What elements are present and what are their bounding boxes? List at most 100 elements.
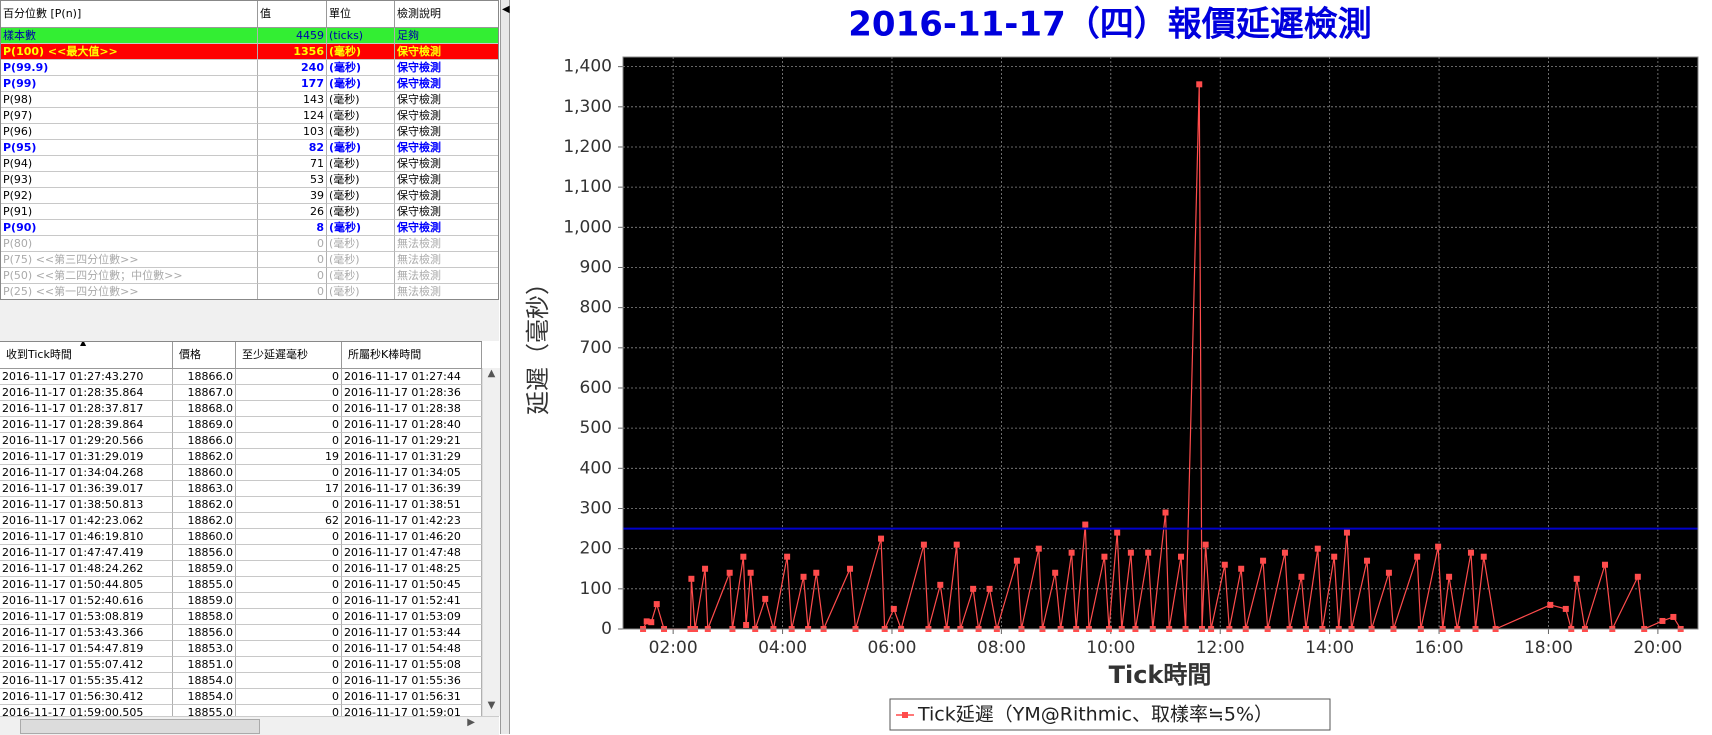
table-cell: 18866.0 [173,433,236,449]
table-cell: 2016-11-17 01:54:48 [342,641,482,657]
point [1114,529,1121,536]
x-tick-label: 18:00 [1524,638,1573,658]
point [661,626,668,632]
point [740,553,747,560]
point [1013,557,1020,564]
point [1039,626,1046,632]
table-cell: 2016-11-17 01:52:40.616 [0,593,173,609]
table-cell: 0 [236,657,342,673]
point [1182,626,1189,632]
point [702,565,709,572]
table-cell: 103 [258,124,327,140]
header-cell[interactable]: 所屬秒K棒時間 [342,342,482,369]
table-cell: (毫秒) [327,220,395,236]
table-cell: 2016-11-17 01:46:19.810 [0,529,173,545]
header-cell[interactable]: 至少延遲毫秒 [236,342,342,369]
splitter[interactable]: ◀ [500,0,510,734]
point [925,626,932,632]
scroll-down[interactable]: ▼ [487,700,496,711]
point [1677,626,1684,632]
point [1634,573,1641,580]
table-cell: P(94) [1,156,258,172]
table-cell: 0 [236,433,342,449]
table-cell: 2016-11-17 01:46:20 [342,529,482,545]
table-cell: 2016-11-17 01:48:25 [342,561,482,577]
table-cell: (毫秒) [327,156,395,172]
table-cell: 18855.0 [173,577,236,593]
point [970,585,977,592]
table-cell: 18862.0 [173,497,236,513]
table-cell: 2016-11-17 01:42:23 [342,513,482,529]
table-cell: 保守檢測 [395,220,498,236]
table-cell: 無法檢測 [395,252,498,268]
header-cell[interactable]: 收到Tick時間 [0,342,173,369]
x-tick-label: 20:00 [1633,638,1682,658]
y-tick-label: 1,300 [563,97,612,117]
legend-box [889,698,1331,731]
point [1414,553,1421,560]
header-cell[interactable]: 價格 [173,342,236,369]
table-cell: 18855.0 [173,705,236,717]
table-cell: 0 [236,545,342,561]
point [1319,626,1326,632]
table-cell: 0 [236,497,342,513]
point [1302,626,1309,632]
scroll-up[interactable]: ▲ [487,368,496,379]
point [813,569,820,576]
x-tick-label: 14:00 [1305,638,1354,658]
table-cell: 18854.0 [173,673,236,689]
table-cell: 71 [258,156,327,172]
point [1073,626,1080,632]
point [1068,549,1075,556]
point [1018,626,1025,632]
table-cell: 1356 [258,44,327,60]
header-cell[interactable]: 值 [258,1,327,28]
series-line [642,84,1682,632]
point [953,541,960,548]
table-cell: 2016-11-17 01:28:39.864 [0,417,173,433]
point [1298,573,1305,580]
scroll-right[interactable]: ▶ [467,717,475,728]
table-cell: 2016-11-17 01:28:37.817 [0,401,173,417]
point [1562,605,1569,612]
table-cell: (毫秒) [327,252,395,268]
point [1417,626,1424,632]
point [729,626,736,632]
header-cell[interactable]: 檢測說明 [395,1,498,28]
point [1281,549,1288,556]
table-cell: 0 [236,369,342,385]
table-cell: 2016-11-17 01:47:47.419 [0,545,173,561]
table-cell: 2016-11-17 01:50:44.805 [0,577,173,593]
table-cell: (毫秒) [327,236,395,252]
table-cell: 2016-11-17 01:38:51 [342,497,482,513]
table-cell: 53 [258,172,327,188]
header-cell[interactable]: 百分位數 [P(n)] [1,1,258,28]
header-cell[interactable]: 單位 [327,1,395,28]
point [1492,626,1499,632]
table-cell: 19 [236,449,342,465]
point [943,626,950,632]
splitter-arrow[interactable]: ◀ [502,4,510,15]
point [1659,617,1666,624]
table-cell: 保守檢測 [395,76,498,92]
table-cell: 2016-11-17 01:34:05 [342,465,482,481]
table-cell: 0 [258,268,327,284]
table-cell: 17 [236,481,342,497]
point [788,626,795,632]
table-cell: P(91) [1,204,258,220]
horizontal-scrollbar[interactable]: ▶ [0,716,499,735]
table-cell: (毫秒) [327,60,395,76]
table-cell: P(95) [1,140,258,156]
table-cell: 124 [258,108,327,124]
table-cell: 18860.0 [173,529,236,545]
point [805,626,812,632]
point [704,626,711,632]
table-cell: 0 [236,385,342,401]
scroll-thumb[interactable] [20,719,260,734]
point [1286,626,1293,632]
table-cell: 2016-11-17 01:55:08 [342,657,482,673]
point [1609,626,1616,632]
vertical-scrollbar[interactable]: ▲ ▼ [482,368,500,716]
point [878,535,885,542]
table-cell: 18853.0 [173,641,236,657]
